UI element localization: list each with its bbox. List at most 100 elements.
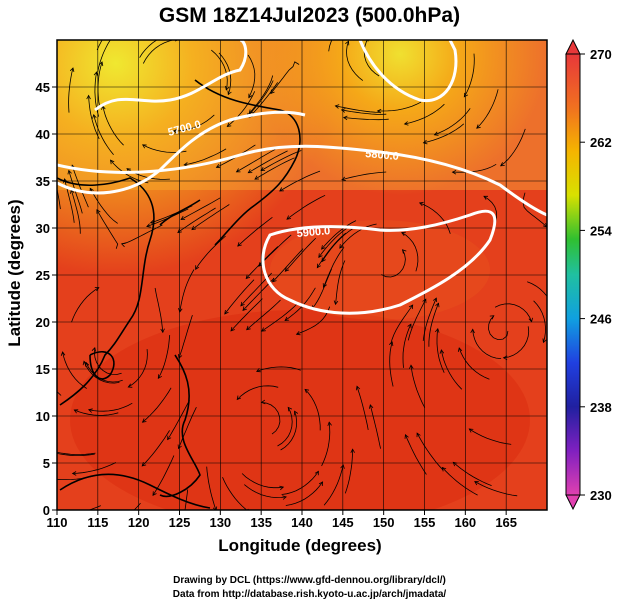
streamline-arrowhead <box>483 195 488 200</box>
streamline <box>96 209 119 249</box>
streamline-arrowhead <box>96 209 101 214</box>
streamline-arrowhead <box>93 71 99 77</box>
streamline <box>244 484 287 499</box>
streamline <box>423 123 465 144</box>
streamline <box>335 260 346 305</box>
streamline-arrowhead <box>457 347 463 352</box>
streamline <box>121 224 163 245</box>
streamline-arrowhead <box>499 162 505 167</box>
streamline-arrowhead <box>341 176 346 181</box>
streamline-arrowhead <box>321 245 326 250</box>
streamline <box>88 402 133 412</box>
streamline-arrowhead <box>225 85 230 91</box>
streamline <box>296 306 331 335</box>
streamline <box>377 101 422 112</box>
streamline <box>285 481 323 506</box>
streamline <box>389 341 394 387</box>
colorbar-tick-label: 246 <box>590 312 612 327</box>
streamline <box>311 268 332 310</box>
streamline <box>339 223 377 249</box>
streamline <box>141 430 170 467</box>
streamline-arrowhead <box>295 330 301 336</box>
streamline-arrowhead <box>342 115 348 121</box>
x-tick-label: 115 <box>87 515 108 530</box>
streamline <box>452 163 497 173</box>
streamline-arrowhead <box>172 31 176 35</box>
streamline-arrowhead <box>87 408 93 413</box>
streamline <box>93 114 114 155</box>
contour-5700-line-north <box>94 40 248 112</box>
streamline-arrowhead <box>286 215 292 220</box>
streamline <box>248 150 288 174</box>
streamline-arrowhead <box>321 257 326 263</box>
streamline <box>321 220 357 250</box>
y-tick-label: 20 <box>36 315 50 330</box>
streamline <box>476 89 499 129</box>
streamline <box>96 40 103 51</box>
colorbar-top-arrow <box>565 38 581 55</box>
streamline-arrowhead <box>51 450 55 454</box>
streamline-arrowhead <box>404 434 409 439</box>
streamline-arrowhead <box>236 395 242 401</box>
streamline-arrowhead <box>408 304 414 310</box>
streamline-arrowhead <box>407 323 412 329</box>
streamline-arrowhead <box>435 302 440 308</box>
streamline <box>74 409 119 416</box>
contour-5800-line <box>57 144 547 217</box>
x-tick-label: 130 <box>209 515 231 530</box>
streamline-arrowhead <box>109 159 115 165</box>
streamline-arrowhead <box>401 231 406 236</box>
streamline-arrowhead <box>470 328 475 334</box>
streamline <box>68 170 83 214</box>
streamline <box>62 351 87 389</box>
streamline-arrowhead <box>191 225 196 231</box>
streamline <box>142 387 172 423</box>
streamline-arrowhead <box>92 113 97 119</box>
streamline-arrowhead <box>177 228 182 234</box>
streamline <box>279 170 321 192</box>
streamline-arrowhead <box>73 409 79 414</box>
x-tick-label: 140 <box>291 515 313 530</box>
streamline-arrowhead <box>314 470 319 476</box>
streamline <box>167 400 190 440</box>
streamline <box>87 505 101 510</box>
streamline-arrowhead <box>247 169 253 174</box>
streamline-arrowhead <box>67 169 72 175</box>
streamline-arrowhead <box>318 481 324 487</box>
streamline-arrowhead <box>89 187 94 193</box>
contour-label-5900: 5900.0 <box>296 225 331 240</box>
streamline-arrowhead <box>261 327 266 332</box>
streamline-arrowhead <box>340 464 345 469</box>
streamline <box>184 489 189 510</box>
y-tick-label: 40 <box>36 127 50 142</box>
streamline <box>180 197 221 220</box>
streamline <box>191 204 230 230</box>
streamline <box>344 449 353 494</box>
streamline <box>247 54 256 98</box>
streamline-arrowhead <box>334 104 340 109</box>
streamline-arrowhead <box>226 122 232 128</box>
credit-line-1: Drawing by DCL (https://www.gfd-dennou.o… <box>173 575 446 586</box>
streamline-arrowhead <box>333 300 339 306</box>
x-tick-label: 110 <box>47 515 68 530</box>
streamline <box>369 404 381 449</box>
streamline-arrowhead <box>351 16 355 20</box>
streamline-arrowhead <box>177 444 182 450</box>
streamline <box>494 303 532 322</box>
streamline <box>419 202 451 234</box>
y-tick-label: 35 <box>36 174 50 189</box>
streamline-arrowhead <box>434 327 440 333</box>
streamline-arrowhead <box>178 354 183 359</box>
streamline-arrowhead <box>127 383 133 388</box>
streamline-arrowhead <box>270 89 275 95</box>
streamline-arrowhead <box>284 267 290 272</box>
streamline-arrowhead <box>141 144 147 149</box>
streamline <box>236 148 276 173</box>
streamline-arrowhead <box>180 215 186 220</box>
contour-label-5800: 5800.0 <box>365 148 400 163</box>
streamline-arrowhead <box>416 432 421 438</box>
streamline <box>224 279 255 315</box>
streamline-arrowhead <box>195 265 200 271</box>
streamline <box>458 347 490 380</box>
